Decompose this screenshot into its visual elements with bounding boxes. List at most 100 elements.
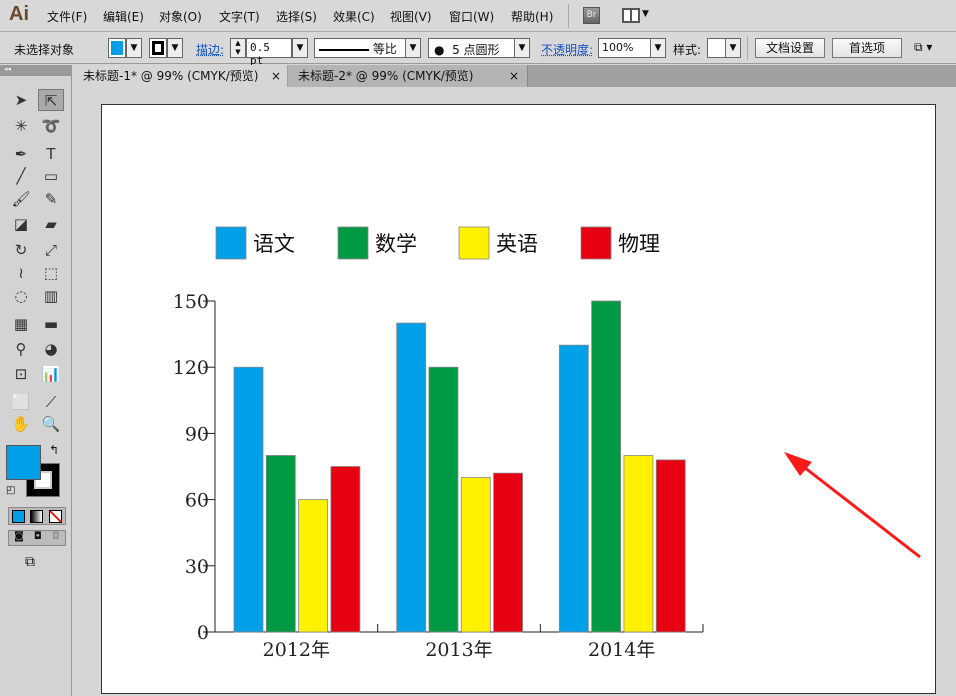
legend-label: 英语: [496, 232, 538, 256]
draw-inside-icon[interactable]: ◘: [51, 531, 60, 542]
stroke-link[interactable]: 描边:: [196, 43, 225, 57]
bar-英语-2013年: [460, 477, 491, 633]
brush-select[interactable]: ● 5 点圆形: [428, 38, 518, 58]
eyedropper-tool-icon[interactable]: ⚲: [15, 340, 27, 358]
slice-tool-icon[interactable]: ⟋: [45, 393, 57, 411]
stroke-weight-input[interactable]: 0.5 pt: [246, 38, 292, 67]
rotate-tool-icon[interactable]: ↻: [14, 241, 28, 259]
collapse-icon[interactable]: ◂◂: [0, 65, 72, 76]
chevron-down-icon[interactable]: ▼: [642, 9, 649, 19]
default-colors-icon[interactable]: ◰: [6, 485, 16, 496]
stroke-stepper[interactable]: ▲ ▼: [230, 38, 246, 58]
color-mode-icon[interactable]: [11, 509, 25, 523]
bar-数学-2012年: [265, 455, 296, 633]
tab-label: 未标题-1* @ 99% (CMYK/预览): [83, 69, 259, 83]
menu-item[interactable]: 对象(O): [159, 10, 202, 24]
menu-item[interactable]: 文字(T): [219, 10, 260, 24]
tab-document-1[interactable]: 未标题-1* @ 99% (CMYK/预览) ×: [73, 65, 287, 87]
rectangle-tool-icon[interactable]: ▭: [43, 167, 59, 185]
close-icon[interactable]: ×: [508, 69, 519, 83]
stroke-profile-dropdown[interactable]: ▼: [405, 38, 421, 58]
blob-brush-tool-icon[interactable]: ◪: [13, 215, 29, 233]
blend-tool-icon[interactable]: ◕: [44, 340, 58, 358]
magic-wand-tool-icon[interactable]: ✳: [14, 117, 28, 135]
stroke-dropdown[interactable]: ▼: [167, 38, 183, 58]
screen-mode-icon[interactable]: ⧉: [25, 554, 35, 570]
paintbrush-tool-icon[interactable]: 🖌: [11, 190, 31, 208]
legend-swatch: [337, 226, 369, 260]
y-tick-label: 90: [185, 423, 209, 445]
direct-selection-tool-icon[interactable]: ⇱: [38, 89, 64, 111]
color-mode-group: [8, 507, 66, 525]
selection-tool-icon[interactable]: ➤: [14, 91, 28, 109]
document-setup-button[interactable]: 文档设置: [755, 38, 825, 58]
menu-item[interactable]: 窗口(W): [449, 10, 495, 24]
graph-tool-icon[interactable]: 📊: [41, 365, 61, 383]
bridge-icon[interactable]: Br: [583, 7, 600, 24]
menu-item[interactable]: 帮助(H): [511, 10, 554, 24]
swap-colors-icon[interactable]: ↰: [49, 443, 60, 457]
zoom-tool-icon[interactable]: 🔍: [41, 415, 61, 433]
fill-swatch[interactable]: [108, 38, 126, 58]
bar-英语-2014年: [623, 455, 654, 633]
lasso-tool-icon[interactable]: ➰: [41, 117, 61, 135]
perspective-grid-tool-icon[interactable]: ▥: [43, 287, 59, 305]
red-arrow-annotation: [784, 452, 921, 559]
y-tick-label: 60: [185, 490, 209, 512]
menu-item[interactable]: 编辑(E): [103, 10, 144, 24]
pen-tool-icon[interactable]: ✒: [14, 145, 28, 163]
hand-tool-icon[interactable]: ✋: [11, 415, 31, 433]
draw-normal-icon[interactable]: ◙: [14, 531, 24, 542]
stroke-profile-select[interactable]: 等比: [314, 38, 410, 58]
y-tick-label: 120: [173, 357, 209, 379]
mesh-tool-icon[interactable]: ▦: [13, 315, 29, 333]
draw-behind-icon[interactable]: ◘: [33, 531, 42, 542]
brush-dropdown[interactable]: ▼: [514, 38, 530, 58]
legend-swatch: [458, 226, 490, 260]
control-panel: 未选择对象 ▼ ▼ 描边: ▲ ▼ 0.5 pt ▼ 等比 ▼ ● 5 点圆形 ▼…: [0, 32, 956, 67]
opacity-link[interactable]: 不透明度:: [541, 43, 594, 57]
legend-label: 物理: [618, 232, 660, 256]
fill-color-box[interactable]: [6, 445, 41, 480]
tab-document-2[interactable]: 未标题-2* @ 99% (CMYK/预览) ×: [288, 65, 528, 87]
divider: [747, 36, 748, 60]
document-tabs: 未标题-1* @ 99% (CMYK/预览) × 未标题-2* @ 99% (CM…: [73, 65, 956, 87]
type-tool-icon[interactable]: T: [46, 145, 56, 163]
y-tick-label: 30: [185, 556, 209, 578]
legend-swatch: [580, 226, 612, 260]
shape-builder-tool-icon[interactable]: ◌: [14, 287, 28, 305]
x-tick-label: 2013年: [425, 639, 492, 661]
close-icon[interactable]: ×: [270, 69, 281, 83]
fill-dropdown[interactable]: ▼: [126, 38, 142, 58]
free-transform-tool-icon[interactable]: ⬚: [43, 264, 59, 282]
opacity-dropdown[interactable]: ▼: [650, 38, 666, 58]
workspace-layout-icon[interactable]: [622, 8, 640, 23]
menu-item[interactable]: 视图(V): [390, 10, 432, 24]
stroke-swatch[interactable]: [149, 38, 167, 58]
draw-mode-group: ◙ ◘ ◘: [8, 530, 66, 546]
menu-item[interactable]: 效果(C): [333, 10, 375, 24]
gradient-tool-icon[interactable]: ▬: [43, 315, 59, 333]
arrange-documents-icon[interactable]: ⧉ ▾: [914, 40, 933, 54]
bar-chart: 0 30 60 90 120 150 2012年 2013年 2014年 语文 数学 英语 物理: [173, 226, 704, 661]
stroke-weight-dropdown[interactable]: ▼: [292, 38, 308, 58]
gradient-mode-icon[interactable]: [30, 509, 44, 523]
pencil-tool-icon[interactable]: ✎: [44, 190, 58, 208]
legend-label: 语文: [253, 232, 295, 256]
artboard-tool-icon[interactable]: ⬜: [11, 393, 31, 411]
warp-tool-icon[interactable]: ≀: [18, 264, 24, 282]
scale-tool-icon[interactable]: ⤢: [44, 241, 57, 259]
symbol-sprayer-tool-icon[interactable]: ⊡: [14, 365, 28, 383]
y-tick-label: 150: [173, 291, 209, 313]
app-logo: Ai: [9, 3, 29, 25]
preferences-button[interactable]: 首选项: [832, 38, 902, 58]
style-label: 样式:: [673, 43, 702, 57]
none-mode-icon[interactable]: [49, 509, 63, 523]
bar-语文-2012年: [233, 366, 264, 633]
menu-item[interactable]: 文件(F): [47, 10, 88, 24]
style-dropdown[interactable]: ▼: [725, 38, 741, 58]
eraser-tool-icon[interactable]: ▰: [45, 215, 57, 233]
line-tool-icon[interactable]: ╱: [16, 167, 26, 185]
menu-item[interactable]: 选择(S): [276, 10, 317, 24]
